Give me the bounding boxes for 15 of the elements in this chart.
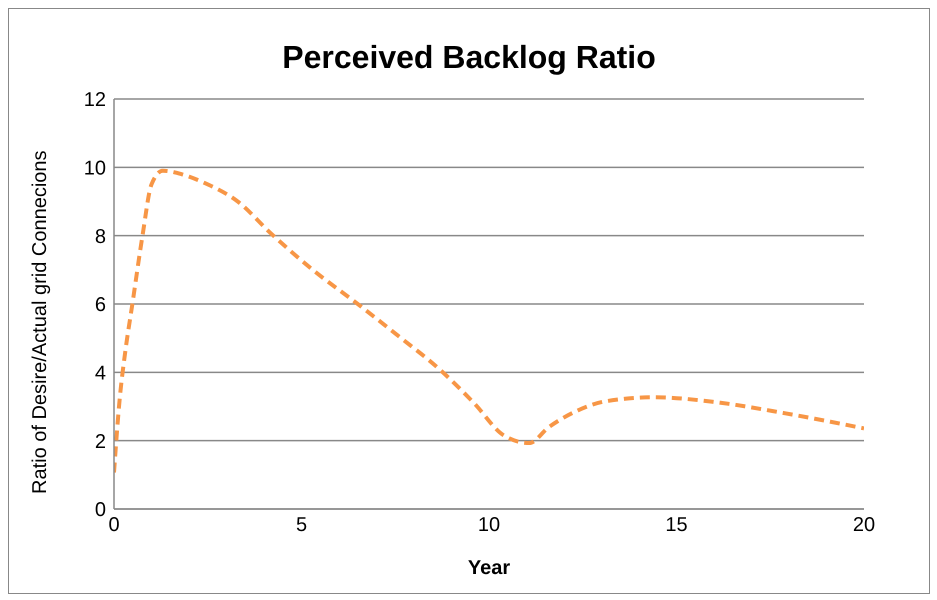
y-tick-label: 8	[94, 226, 106, 248]
y-axis-title: Ratio of Desire/Actual grid Connecions	[29, 150, 52, 494]
chart-title: Perceived Backlog Ratio	[281, 39, 657, 77]
x-tick-label: 10	[478, 514, 500, 536]
y-tick-label: 2	[94, 430, 106, 453]
x-tick-label: 5	[296, 514, 308, 536]
y-tick-label: 0	[94, 499, 106, 522]
x-tick-label: 20	[852, 514, 876, 536]
x-axis-title: Year	[468, 557, 510, 579]
y-tick-label: 10	[84, 157, 106, 180]
x-tick-label: 15	[665, 514, 688, 536]
line-series	[114, 168, 864, 474]
y-tick-label: 12	[84, 89, 106, 112]
y-tick-label: 4	[94, 362, 106, 384]
y-tick-label: 6	[94, 294, 106, 316]
